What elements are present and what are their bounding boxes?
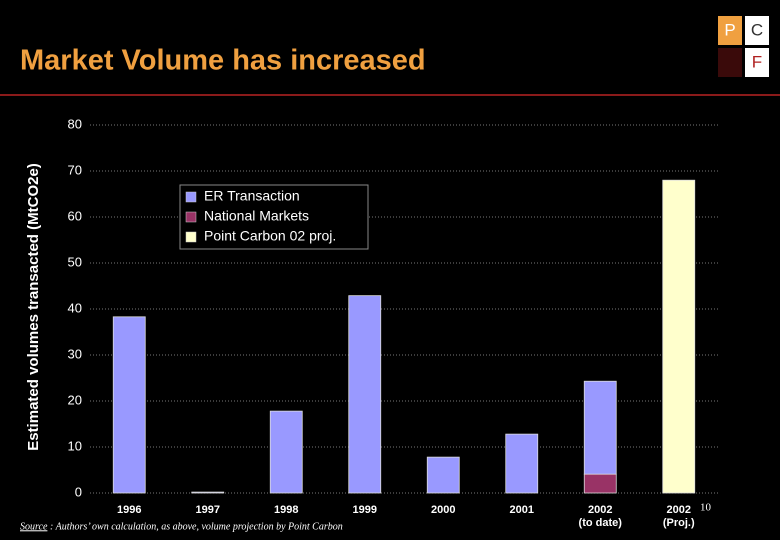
y-tick-label: 80: [68, 116, 82, 131]
logo-box: [745, 16, 769, 45]
x-tick-note: (to date): [579, 517, 623, 529]
y-tick-label: 30: [68, 346, 82, 361]
legend-box: [179, 184, 369, 250]
bar: [505, 433, 539, 494]
bar: [191, 491, 225, 494]
page-number: 10: [700, 502, 712, 514]
y-axis-label: Estimated volumes transacted (MtCO2e): [25, 163, 42, 451]
legend-swatch: [185, 231, 197, 243]
bar: [269, 410, 303, 494]
x-tick-label: 2001: [510, 504, 534, 516]
x-tick-label: 1996: [117, 504, 141, 516]
y-tick-label: 50: [68, 254, 82, 269]
x-tick-note: (Proj.): [663, 517, 695, 529]
bar: [583, 473, 617, 494]
x-tick-label: 2002: [667, 504, 691, 516]
bar: [662, 179, 696, 494]
slide-title: Market Volume has increased: [20, 45, 426, 77]
legend-label: ER Transaction: [204, 188, 300, 204]
y-tick-label: 10: [68, 438, 82, 453]
logo: P C F: [718, 16, 769, 77]
logo-box: [718, 48, 742, 77]
y-tick-label: 0: [75, 484, 82, 499]
x-tick-label: 2002: [588, 504, 612, 516]
legend-label: National Markets: [204, 208, 309, 224]
legend-swatch: [185, 191, 197, 203]
bar: [348, 295, 382, 494]
y-tick-label: 20: [68, 392, 82, 407]
logo-letter: F: [752, 52, 762, 71]
logo-box: [718, 16, 742, 45]
source-text: : Authors’ own calculation, as above, vo…: [50, 521, 343, 532]
bar: [583, 380, 617, 475]
y-tick-label: 60: [68, 208, 82, 223]
logo-box: [745, 48, 769, 77]
bar: [112, 316, 146, 494]
plot: 0 10 20 30 40 50 60 70 80 1996 1997 1998 1999 2000 200…: [68, 116, 718, 529]
x-tick-label: 1998: [274, 504, 298, 516]
y-tick-label: 70: [68, 162, 82, 177]
legend-swatch: [185, 211, 197, 223]
bar: [426, 456, 460, 494]
legend-label: Point Carbon 02 proj.: [204, 228, 336, 244]
y-tick-label: 40: [68, 300, 82, 315]
x-tick-label: 1997: [196, 504, 220, 516]
x-tick-label: 2000: [431, 504, 455, 516]
logo-letter: C: [751, 20, 763, 39]
source-label: Source: [20, 521, 48, 532]
logo-letter: P: [724, 20, 735, 39]
x-tick-label: 1999: [353, 504, 377, 516]
